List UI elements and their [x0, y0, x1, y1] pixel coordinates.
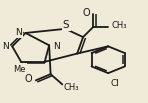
Text: S: S — [63, 20, 69, 30]
Text: Me: Me — [13, 64, 26, 74]
Text: CH₃: CH₃ — [111, 21, 127, 30]
Text: O: O — [83, 8, 90, 18]
Text: Cl: Cl — [110, 79, 119, 88]
Text: N: N — [2, 42, 9, 51]
Text: N: N — [54, 42, 60, 51]
Text: O: O — [25, 74, 32, 84]
Text: N: N — [15, 28, 22, 37]
Text: CH₃: CH₃ — [64, 83, 79, 92]
